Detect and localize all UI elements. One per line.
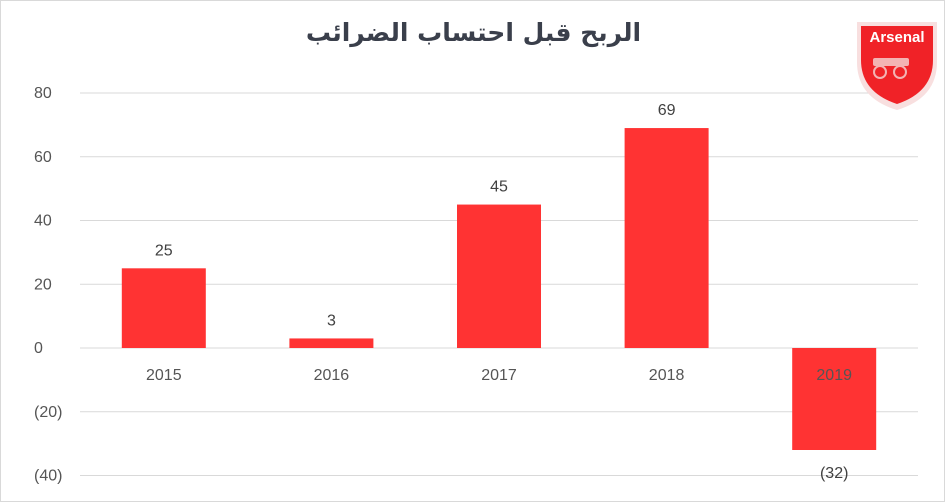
bar — [289, 338, 374, 348]
data-label: 69 — [658, 102, 676, 119]
arsenal-logo: Arsenal — [857, 22, 937, 110]
x-category-label: 2019 — [816, 367, 852, 384]
y-tick-label: 20 — [34, 276, 52, 293]
bar — [792, 348, 877, 450]
y-tick-label: 40 — [34, 213, 52, 230]
logo-text: Arsenal — [869, 29, 924, 46]
x-category-label: 2015 — [146, 367, 182, 384]
y-tick-label: 80 — [34, 85, 52, 102]
bar — [624, 128, 709, 348]
x-category-label: 2017 — [481, 367, 517, 384]
bar — [121, 268, 206, 348]
bar — [457, 204, 541, 348]
data-label: 25 — [155, 242, 173, 259]
data-label: 3 — [327, 312, 336, 329]
y-tick-label: 60 — [34, 149, 52, 166]
x-category-label: 2016 — [314, 367, 350, 384]
data-label: 45 — [490, 179, 508, 196]
x-category-label: 2018 — [649, 367, 685, 384]
y-tick-label: 0 — [34, 340, 43, 357]
y-tick-label: (20) — [34, 404, 62, 421]
data-label: (32) — [820, 465, 848, 482]
chart-title: الربح قبل احتساب الضرائب — [305, 18, 642, 47]
y-tick-label: (40) — [34, 468, 62, 485]
